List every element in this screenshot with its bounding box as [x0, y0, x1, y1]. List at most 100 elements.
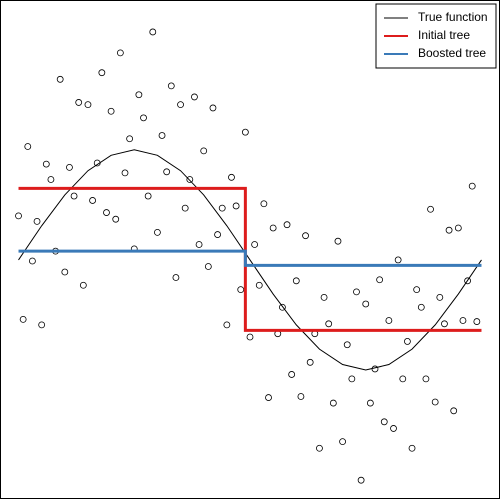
- data-point: [348, 375, 356, 383]
- data-point: [223, 321, 231, 329]
- data-point: [228, 173, 235, 181]
- data-point: [297, 393, 305, 400]
- data-point: [144, 192, 152, 200]
- data-point: [334, 237, 342, 245]
- data-point: [172, 274, 180, 281]
- data-point: [89, 197, 96, 204]
- data-point: [181, 204, 189, 212]
- data-point: [47, 176, 55, 183]
- data-point: [376, 276, 384, 284]
- data-point: [325, 320, 333, 328]
- data-point: [454, 224, 462, 232]
- data-point: [288, 371, 296, 378]
- data-point: [260, 200, 268, 208]
- legend-label: True function: [418, 10, 488, 24]
- data-point: [33, 217, 41, 225]
- data-point: [98, 69, 106, 77]
- data-point: [251, 241, 259, 248]
- data-point: [468, 182, 476, 190]
- data-point: [204, 263, 212, 270]
- data-point: [246, 333, 254, 341]
- data-point: [427, 205, 434, 213]
- data-point: [79, 281, 87, 289]
- data-point: [431, 398, 439, 406]
- data-point: [232, 202, 240, 210]
- data-point: [75, 99, 83, 106]
- data-point: [107, 107, 115, 115]
- legend-label: Initial tree: [418, 28, 470, 42]
- data-point: [292, 277, 300, 285]
- data-point: [237, 286, 245, 294]
- data-point: [209, 104, 217, 112]
- data-point: [163, 168, 171, 176]
- data-point: [473, 318, 481, 325]
- legend-label: Boosted tree: [418, 46, 486, 60]
- data-point: [279, 303, 286, 311]
- data-point: [24, 143, 32, 150]
- data-point: [200, 147, 208, 155]
- data-point: [135, 91, 143, 99]
- data-point: [385, 317, 393, 324]
- data-point: [42, 160, 50, 168]
- data-point: [404, 338, 411, 345]
- data-point: [15, 212, 22, 220]
- data-point: [306, 358, 314, 366]
- data-point: [70, 192, 78, 200]
- data-point: [320, 293, 328, 301]
- data-point: [441, 320, 448, 328]
- data-point: [255, 281, 263, 289]
- data-point: [149, 28, 157, 36]
- data-point: [265, 394, 272, 401]
- data-point: [302, 232, 309, 240]
- data-point: [121, 169, 129, 177]
- data-point: [29, 257, 36, 265]
- data-point: [116, 49, 124, 57]
- series-line: [18, 149, 482, 371]
- data-point: [390, 425, 397, 432]
- data-point: [269, 224, 277, 232]
- data-point: [445, 226, 453, 234]
- data-point: [362, 300, 370, 308]
- data-point: [195, 241, 203, 248]
- data-point: [380, 418, 388, 426]
- data-point: [417, 303, 425, 311]
- data-point: [241, 128, 249, 136]
- data-point: [66, 164, 73, 171]
- data-point: [167, 82, 175, 90]
- data-point: [177, 101, 184, 109]
- data-point: [154, 228, 161, 236]
- data-point: [394, 256, 402, 264]
- series-line: [18, 249, 482, 267]
- data-point: [112, 215, 120, 223]
- data-point: [218, 204, 226, 212]
- data-point: [343, 341, 351, 349]
- data-point: [283, 221, 291, 229]
- data-point: [84, 101, 92, 109]
- data-point: [38, 321, 46, 329]
- data-point: [422, 375, 430, 383]
- data-point: [339, 438, 346, 446]
- data-point: [459, 317, 467, 324]
- data-point: [61, 268, 69, 276]
- data-point: [436, 293, 444, 301]
- data-point: [103, 209, 110, 216]
- data-point: [186, 176, 194, 183]
- data-point: [19, 315, 27, 323]
- data-point: [191, 93, 198, 101]
- data-point: [450, 407, 458, 415]
- data-point: [353, 288, 360, 296]
- data-point: [357, 476, 365, 484]
- data-point: [408, 444, 416, 452]
- data-point: [464, 277, 471, 285]
- data-point: [126, 135, 134, 143]
- data-point: [413, 286, 421, 294]
- data-point: [399, 375, 407, 383]
- data-point: [140, 114, 147, 122]
- data-point: [316, 444, 323, 452]
- data-point: [329, 399, 337, 407]
- data-point: [214, 231, 221, 238]
- data-point: [366, 399, 374, 407]
- data-point: [56, 75, 64, 83]
